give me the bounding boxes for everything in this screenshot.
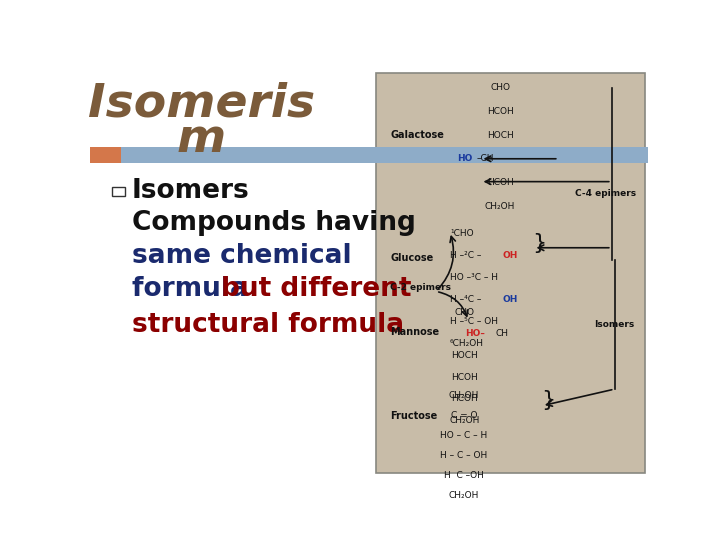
Text: Compounds having: Compounds having	[132, 210, 415, 236]
Text: structural formula: structural formula	[132, 312, 404, 338]
Text: Glucose: Glucose	[390, 253, 433, 263]
Text: H – C – OH: H – C – OH	[440, 451, 487, 460]
Bar	[377, 73, 645, 473]
Text: H  C –OH: H C –OH	[444, 471, 484, 480]
Text: CH₂OH: CH₂OH	[485, 201, 516, 211]
Text: }: }	[533, 233, 546, 253]
Text: m: m	[177, 117, 226, 162]
Text: Isomeris: Isomeris	[88, 82, 315, 127]
Text: Isomers: Isomers	[595, 320, 634, 329]
Text: HOCH: HOCH	[487, 131, 513, 139]
Text: H –⁵C – OH: H –⁵C – OH	[450, 317, 498, 326]
Text: HCOH: HCOH	[451, 394, 478, 403]
Text: C-4 epimers: C-4 epimers	[575, 189, 636, 198]
Bar	[90, 147, 121, 163]
Text: HCOH: HCOH	[487, 107, 513, 116]
Text: Isomers: Isomers	[132, 178, 250, 204]
Text: HCOH: HCOH	[487, 178, 513, 187]
Text: }: }	[541, 389, 555, 409]
Text: H –⁴C –: H –⁴C –	[450, 295, 481, 304]
Text: HO: HO	[457, 154, 472, 163]
Text: CH₂OH: CH₂OH	[449, 491, 479, 500]
Text: Mannose: Mannose	[390, 327, 439, 337]
Text: formula: formula	[132, 276, 257, 302]
Text: C = O: C = O	[451, 411, 477, 420]
Text: same chemical: same chemical	[132, 243, 351, 269]
Text: HOCH: HOCH	[451, 351, 478, 360]
Text: but different: but different	[221, 276, 412, 302]
Bar	[90, 147, 648, 163]
Text: HO –³C – H: HO –³C – H	[450, 273, 498, 282]
Text: H –²C –: H –²C –	[450, 251, 481, 260]
Bar	[112, 187, 125, 196]
Text: ⁶CH₂OH: ⁶CH₂OH	[450, 339, 484, 348]
Text: CHO: CHO	[455, 308, 475, 316]
Text: CH₂OH: CH₂OH	[450, 416, 480, 425]
Text: HCOH: HCOH	[451, 373, 478, 382]
Text: HO–: HO–	[465, 329, 485, 339]
Text: CHO: CHO	[490, 83, 510, 92]
Text: OH: OH	[503, 251, 518, 260]
Text: OH: OH	[503, 295, 518, 304]
Text: C-2 epimers: C-2 epimers	[390, 283, 451, 292]
Text: Fructose: Fructose	[390, 411, 438, 421]
Text: HO – C – H: HO – C – H	[440, 431, 487, 440]
Text: ¹CHO: ¹CHO	[450, 229, 474, 238]
Text: CH: CH	[495, 329, 508, 339]
Text: CH₂OH: CH₂OH	[449, 391, 479, 400]
Text: –CH: –CH	[477, 154, 494, 163]
Text: Galactose: Galactose	[390, 131, 444, 140]
